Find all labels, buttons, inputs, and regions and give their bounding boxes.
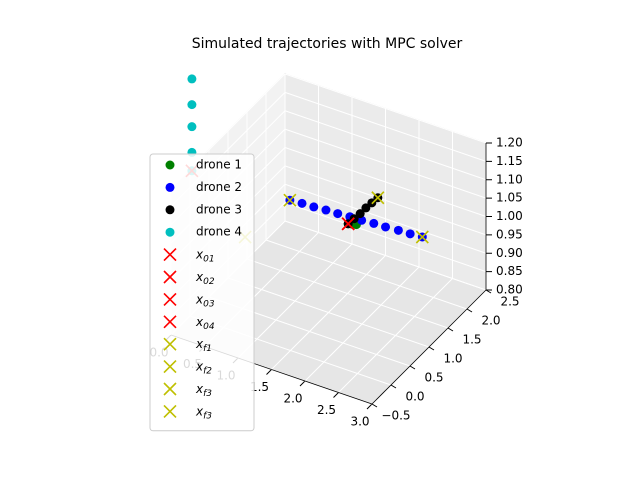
z-tick-label: 1.15 <box>496 154 523 168</box>
x-tick-label: 1.5 <box>250 380 269 394</box>
legend-marker <box>163 270 177 284</box>
cross-stroke <box>163 382 177 396</box>
z-tick-label: 1.00 <box>496 209 523 223</box>
grid-line <box>227 277 430 348</box>
grid-line <box>265 239 468 310</box>
grid-line <box>284 128 487 199</box>
cross-stroke <box>163 292 177 306</box>
z-tick-label: 0.95 <box>496 227 523 241</box>
data-point <box>187 74 197 84</box>
tick-mark <box>466 308 473 313</box>
point-marker <box>341 217 355 231</box>
tick-mark <box>371 403 378 408</box>
data-point <box>309 202 319 212</box>
tick-mark <box>390 384 397 389</box>
grid-line <box>284 165 487 236</box>
y-tick-label: −0.5 <box>381 409 410 423</box>
legend-label: xf3 <box>195 382 212 399</box>
cross-stroke <box>341 217 355 231</box>
y-tick-label: 2.0 <box>481 314 500 328</box>
legend-marker <box>163 360 177 374</box>
cross-stroke <box>163 315 177 329</box>
legend-marker <box>163 292 177 306</box>
cross-stroke <box>163 360 177 374</box>
legend-label: xf3 <box>195 404 212 421</box>
data-point <box>333 209 343 219</box>
cross-stroke <box>163 337 177 351</box>
data-point <box>405 229 415 239</box>
grid-line <box>284 183 487 254</box>
cross-stroke <box>371 191 385 205</box>
data-point <box>393 225 403 235</box>
legend-label: x03 <box>195 292 215 309</box>
z-tick-label: 1.05 <box>496 191 523 205</box>
cross-stroke <box>163 404 177 418</box>
tick-mark <box>266 369 272 375</box>
data-point <box>187 100 197 110</box>
legend-label: x02 <box>195 270 215 287</box>
legend-label: xf1 <box>195 337 212 354</box>
x-tick-label: 2.0 <box>283 392 302 406</box>
grid-line <box>284 220 487 291</box>
tick-mark <box>366 403 373 410</box>
y-tick-label: 0.0 <box>405 390 424 404</box>
z-tick-label: 0.85 <box>496 264 523 278</box>
cross-stroke <box>283 193 297 207</box>
legend-marker <box>163 315 177 329</box>
grid-line <box>284 110 487 181</box>
legend-label: drone 2 <box>196 180 242 194</box>
legend-marker <box>165 205 175 215</box>
data-point <box>297 198 307 208</box>
y-tick-label: 2.5 <box>500 295 519 309</box>
z-tick-label: 1.20 <box>496 136 523 150</box>
legend-label: drone 3 <box>196 202 242 216</box>
data-point <box>361 203 371 213</box>
grid-line <box>284 91 487 162</box>
data-point <box>369 218 379 228</box>
legend-marker <box>163 337 177 351</box>
legend-marker <box>163 248 177 262</box>
legend-marker <box>165 160 175 170</box>
cross-stroke <box>415 230 429 244</box>
axis-line <box>371 289 487 405</box>
y-tick-label: 1.5 <box>462 333 481 347</box>
x-tick-label: 3.0 <box>350 415 369 429</box>
cross-stroke <box>163 248 177 262</box>
legend-marker <box>163 382 177 396</box>
legend-label: drone 1 <box>196 158 242 172</box>
z-tick-label: 0.80 <box>496 283 523 297</box>
z-tick-label: 0.90 <box>496 246 523 260</box>
tick-mark <box>428 346 435 351</box>
legend-marker <box>163 404 177 418</box>
data-point <box>187 122 197 132</box>
data-point <box>355 209 365 219</box>
chart-title: Simulated trajectories with MPC solver <box>192 36 463 52</box>
tick-mark <box>409 365 416 370</box>
grid-line <box>284 202 487 273</box>
grid-line <box>246 258 449 329</box>
point-marker <box>371 191 385 205</box>
legend-label: xf2 <box>195 359 212 376</box>
legend-marker <box>165 182 175 192</box>
cross-stroke <box>163 270 177 284</box>
legend-marker <box>165 227 175 237</box>
z-tick-label: 1.10 <box>496 172 523 186</box>
grid-line <box>284 73 487 144</box>
tick-mark <box>333 392 339 398</box>
data-point <box>321 205 331 215</box>
legend-label: drone 4 <box>196 225 242 239</box>
legend-label: x04 <box>195 314 215 331</box>
tick-mark <box>447 327 454 332</box>
grid-line <box>284 147 487 217</box>
data-point <box>381 222 391 232</box>
point-marker <box>283 193 297 207</box>
y-tick-label: 1.0 <box>443 352 462 366</box>
point-marker <box>415 230 429 244</box>
tick-mark <box>299 380 306 387</box>
y-tick-label: 0.5 <box>424 371 443 385</box>
x-tick-label: 2.5 <box>317 403 336 417</box>
legend-label: x01 <box>195 247 215 264</box>
